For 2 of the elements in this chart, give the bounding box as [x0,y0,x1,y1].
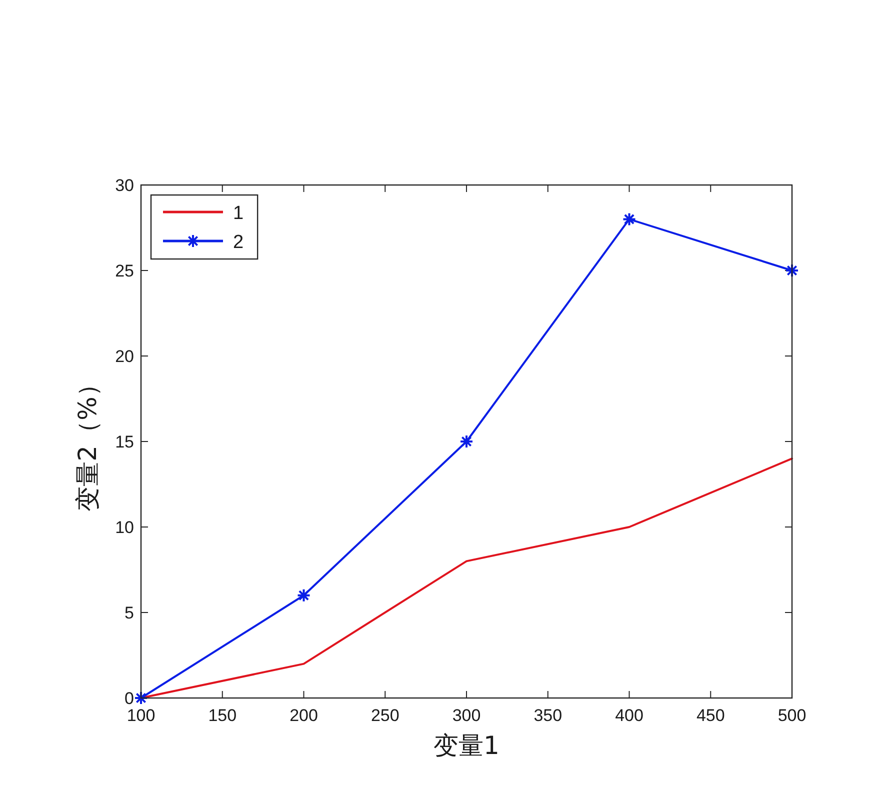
ylabel: 变量2（%） [73,372,102,512]
xlabel: 变量1 [434,731,500,760]
